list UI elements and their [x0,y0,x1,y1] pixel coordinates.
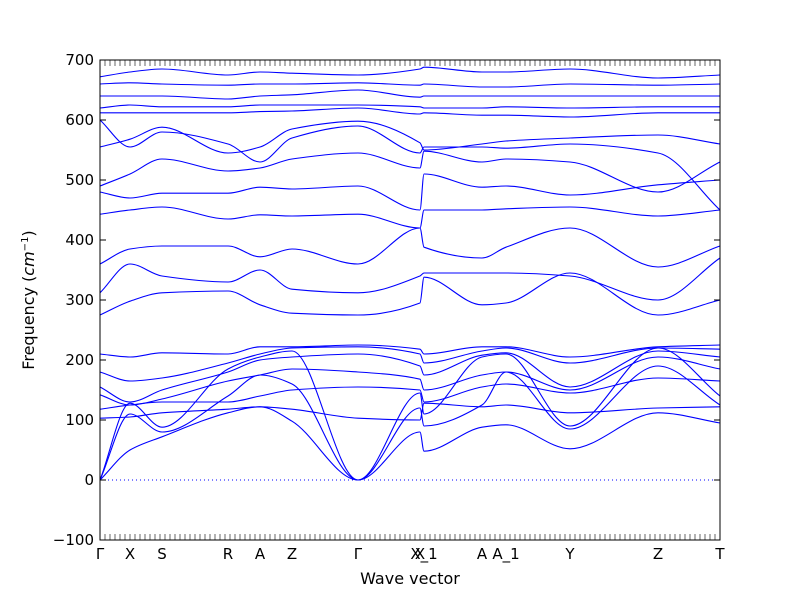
x-tick-label: Γ [96,545,105,563]
branch-line-17 [99,119,721,211]
branch-line-6 [99,356,721,406]
y-tick-label: −100 [53,531,94,549]
branch-line-13 [99,206,721,229]
y-tick-label: 600 [65,111,94,129]
y-tick-label: 300 [65,291,94,309]
branch-line-15 [99,150,721,193]
y-axis-title: Frequency (cm−1) [19,230,38,369]
x-tick-label: T [714,545,725,563]
x-tick-label: Z [653,545,663,563]
x-tick-label: X [415,545,425,563]
branch-line-1 [99,406,721,481]
y-tick-label: 200 [65,351,94,369]
x-tick-label: A [477,545,488,563]
x-tick-label: Γ [354,545,363,563]
branch-line-19 [99,104,720,109]
y-tick-label: 400 [65,231,94,249]
plot-frame [99,59,721,541]
y-tick-label: 0 [84,471,94,489]
x-tick-label: Z [287,545,297,563]
branch-line-18 [100,107,720,118]
y-ticks: −100 0 100 200 300 400 500 600 700 [53,51,720,549]
branch-line-16 [99,120,721,154]
x-tick-label: S [157,545,167,563]
branch-line-8 [99,346,721,382]
x-tick-label: X [125,545,135,563]
branch-line-20 [99,89,720,100]
branch-line-3 [99,347,721,481]
x-tick-label: A_1 [492,545,519,564]
branch-line-10 [99,272,721,316]
branch-line-12 [99,227,721,268]
branch-line-21 [99,82,721,88]
branch-line-22 [99,66,721,79]
x-axis-title: Wave vector [360,569,460,588]
y-tick-label: 100 [65,411,94,429]
branch-line-4 [99,402,721,421]
branch-line-9 [99,344,721,358]
branch-line-5 [99,377,721,410]
branch-line-7 [99,350,721,403]
x-tick-label: A [255,545,266,563]
x-tick-label: X_1 [410,545,437,564]
branch-line-14 [99,173,721,211]
y-tick-label: 500 [65,171,94,189]
branch-line-11 [99,257,721,301]
x-ticks: Γ X S R A Z Γ XX_1 A A_1 Y Z T [96,60,725,564]
x-tick-label: R [223,545,233,563]
x-tick-label: Y [564,545,575,563]
y-tick-label: 700 [65,51,94,69]
branch-line-2 [99,365,721,481]
dispersion-lines [99,66,721,481]
